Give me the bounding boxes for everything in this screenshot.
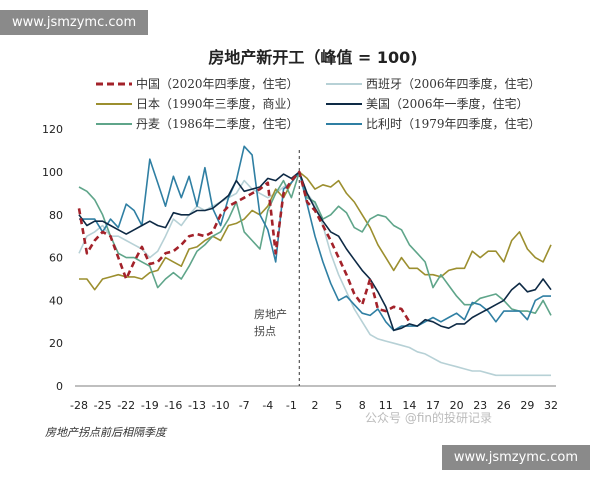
chart-title: 房地产新开工（峰值 = 100) xyxy=(208,48,417,67)
legend-item: 比利时（1979年四季度，住宅） xyxy=(326,116,541,131)
legend-label: 中国（2020年四季度，住宅） xyxy=(136,76,299,91)
x-tick-label: 14 xyxy=(402,399,416,412)
x-tick-label: -16 xyxy=(164,399,182,412)
y-tick-label: 60 xyxy=(49,252,63,265)
series-line-2 xyxy=(79,171,552,291)
legend-label: 美国（2006年一季度，住宅） xyxy=(366,96,529,111)
x-tick-label: 5 xyxy=(335,399,342,412)
legend-item: 日本（1990年三季度，商业） xyxy=(96,96,299,111)
watermark-bottom: www.jsmzymc.com xyxy=(441,445,590,470)
series-line-4 xyxy=(78,171,552,316)
x-tick-label: -7 xyxy=(239,399,250,412)
x-tick-label: -25 xyxy=(94,399,112,412)
x-tick-label: 23 xyxy=(473,399,487,412)
series-line-0 xyxy=(77,170,411,323)
legend-label: 丹麦（1986年二季度，住宅） xyxy=(136,116,299,131)
y-tick-label: 20 xyxy=(49,337,63,350)
x-tick-label: -19 xyxy=(141,399,159,412)
y-tick-label: 100 xyxy=(42,166,63,179)
legend-label: 比利时（1979年四季度，住宅） xyxy=(366,116,541,131)
legend-item: 西班牙（2006年四季度，住宅） xyxy=(326,76,541,91)
x-tick-label: 11 xyxy=(379,399,393,412)
x-tick-label: 26 xyxy=(497,399,511,412)
x-tick-label: -28 xyxy=(70,399,88,412)
x-tick-label: 29 xyxy=(520,399,534,412)
x-tick-label: -4 xyxy=(262,399,273,412)
wechat-watermark: 公众号 @fin的投研记录 xyxy=(365,410,492,425)
y-tick-label: 80 xyxy=(49,209,63,222)
y-tick-label: 120 xyxy=(42,123,63,136)
annotation-line1: 房地产 xyxy=(254,307,287,321)
watermark-top: www.jsmzymc.com xyxy=(0,10,149,35)
series-line-3 xyxy=(78,171,552,332)
legend-item: 中国（2020年四季度，住宅） xyxy=(96,76,299,91)
x-tick-label: 32 xyxy=(544,399,558,412)
series-line-1 xyxy=(78,171,551,377)
x-tick-label: 2 xyxy=(312,399,319,412)
x-axis: -28 -25 -22 -19 -16 -13 -10 -7 -4 -1 2 5 8 11 14 17 20 23… xyxy=(70,399,558,412)
series-line-5 xyxy=(79,145,551,332)
y-axis: 0 20 40 60 80 100 120 xyxy=(42,123,63,393)
annotation-line2: 拐点 xyxy=(254,324,276,338)
x-tick-label: -13 xyxy=(188,399,206,412)
series-group xyxy=(77,145,552,377)
x-tick-label: 20 xyxy=(450,399,464,412)
y-tick-label: 40 xyxy=(49,294,63,307)
x-tick-label: -1 xyxy=(286,399,297,412)
legend-item: 丹麦（1986年二季度，住宅） xyxy=(96,116,299,131)
x-tick-label: -22 xyxy=(117,399,135,412)
y-tick-label: 0 xyxy=(56,380,63,393)
x-tick-label: 8 xyxy=(359,399,366,412)
legend-item: 美国（2006年一季度，住宅） xyxy=(326,96,529,111)
legend: 中国（2020年四季度，住宅） 西班牙（2006年四季度，住宅） 日本（1990年三… xyxy=(96,76,541,131)
x-tick-label: -10 xyxy=(212,399,230,412)
x-tick-label: 17 xyxy=(426,399,440,412)
x-axis-label: 房地产拐点前后相隔季度 xyxy=(45,426,168,439)
legend-label: 西班牙（2006年四季度，住宅） xyxy=(366,76,541,91)
legend-label: 日本（1990年三季度，商业） xyxy=(136,96,299,111)
